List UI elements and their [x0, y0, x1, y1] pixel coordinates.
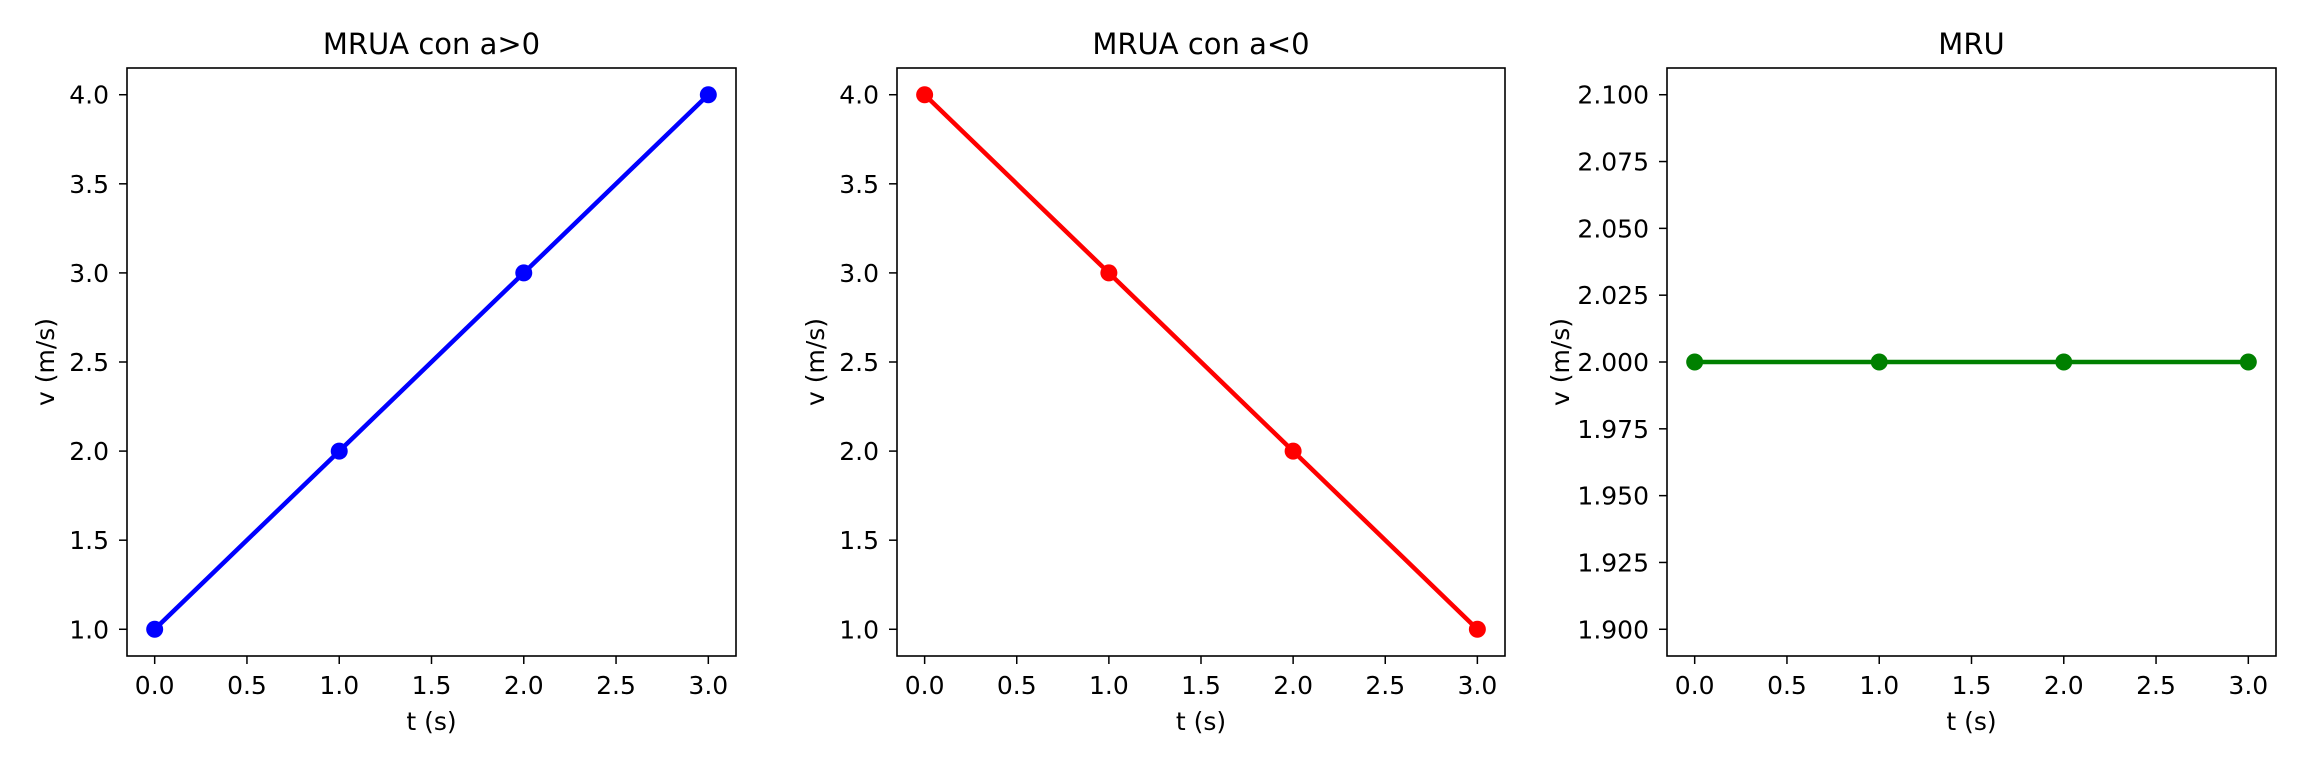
data-point [1284, 442, 1302, 460]
x-tick-label: 3.0 [1457, 671, 1497, 700]
chart-3: MRU 0.0 0.5 1.0 1.5 2.0 2.5 3.0 1.900 1.925 1.950 1… [1546, 27, 2277, 736]
data-point [916, 86, 934, 104]
x-tick-label: 3.0 [688, 671, 728, 700]
y-tick-label: 2.000 [1577, 348, 1649, 377]
chart-title: MRUA con a>0 [323, 27, 540, 61]
x-axis-label: t (s) [1946, 707, 1996, 736]
y-tick-label: 1.925 [1577, 548, 1649, 577]
x-axis-label: t (s) [406, 707, 456, 736]
x-tick-label: 2.0 [504, 671, 544, 700]
data-point [2239, 353, 2257, 371]
y-tick-label: 2.100 [1577, 81, 1649, 110]
x-tick-label: 0.5 [227, 671, 267, 700]
y-tick-label: 1.0 [839, 615, 879, 644]
data-point [515, 264, 533, 282]
x-tick-label: 2.5 [596, 671, 636, 700]
x-tick-label: 0.5 [1767, 671, 1807, 700]
chart-2: MRUA con a<0 0.0 0.5 1.0 1.5 2.0 2.5 3.0 1.0 1.5 2… [801, 27, 1506, 736]
y-tick-label: 3.0 [69, 259, 109, 288]
y-tick-label: 1.0 [69, 615, 109, 644]
data-point [699, 86, 717, 104]
x-tick-label: 2.5 [1365, 671, 1405, 700]
data-point [2055, 353, 2073, 371]
y-axis-label: v (m/s) [31, 318, 60, 406]
plot-frame [896, 67, 1506, 657]
y-axis-label: v (m/s) [801, 318, 830, 406]
chart-title: MRU [1938, 27, 2004, 61]
x-tick-label: 2.0 [2044, 671, 2084, 700]
data-point [330, 442, 348, 460]
y-tick-label: 2.025 [1577, 281, 1649, 310]
data-point [1870, 353, 1888, 371]
data-point [1686, 353, 1704, 371]
x-tick-label: 1.0 [1859, 671, 1899, 700]
x-tick-label: 2.0 [1273, 671, 1313, 700]
y-tick-label: 4.0 [69, 81, 109, 110]
x-tick-label: 1.0 [319, 671, 359, 700]
chart-title: MRUA con a<0 [1092, 27, 1309, 61]
y-tick-label: 2.5 [69, 348, 109, 377]
y-axis-label: v (m/s) [1546, 318, 1575, 406]
data-point [1468, 620, 1486, 638]
series-line [151, 91, 712, 633]
y-tick-label: 2.0 [69, 437, 109, 466]
y-tick-label: 3.5 [69, 170, 109, 199]
y-tick-label: 2.5 [839, 348, 879, 377]
data-point [1100, 264, 1118, 282]
x-axis-label: t (s) [1176, 707, 1226, 736]
y-tick-label: 1.5 [69, 526, 109, 555]
y-tick-label: 1.900 [1577, 615, 1649, 644]
series-line [921, 91, 1481, 633]
x-tick-label: 1.0 [1089, 671, 1129, 700]
y-tick-label: 2.0 [839, 437, 879, 466]
chart-1: MRUA con a>0 0.0 0.5 1.0 1.5 2.0 2.5 3.0 1.0 1.5 2… [31, 27, 737, 736]
x-tick-label: 1.5 [1952, 671, 1992, 700]
y-tick-label: 1.950 [1577, 482, 1649, 511]
y-tick-label: 1.975 [1577, 415, 1649, 444]
y-tick-label: 1.5 [839, 526, 879, 555]
x-tick-label: 1.5 [1181, 671, 1221, 700]
data-point [146, 620, 164, 638]
plot-frame [126, 67, 737, 657]
x-tick-label: 0.0 [1675, 671, 1715, 700]
x-tick-label: 3.0 [2228, 671, 2268, 700]
y-tick-label: 2.050 [1577, 214, 1649, 243]
x-tick-label: 0.5 [997, 671, 1037, 700]
y-tick-label: 4.0 [839, 81, 879, 110]
y-tick-label: 2.075 [1577, 148, 1649, 177]
y-tick-label: 3.5 [839, 170, 879, 199]
y-tick-label: 3.0 [839, 259, 879, 288]
x-tick-label: 2.5 [2136, 671, 2176, 700]
x-tick-label: 0.0 [905, 671, 945, 700]
x-tick-label: 1.5 [412, 671, 452, 700]
x-tick-label: 0.0 [135, 671, 175, 700]
plot-frame [1666, 67, 2277, 657]
